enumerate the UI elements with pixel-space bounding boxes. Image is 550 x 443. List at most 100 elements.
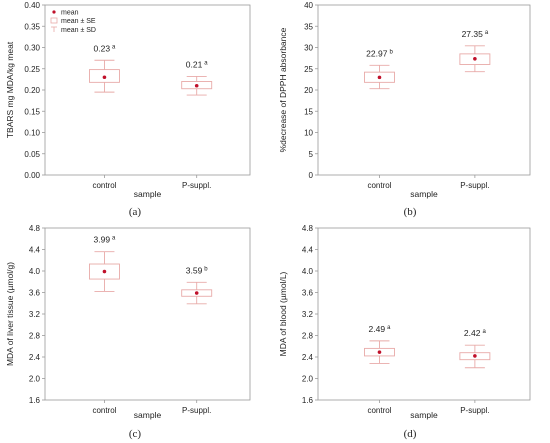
panel-label: (b) (404, 206, 417, 218)
x-tick-label: P-suppl. (182, 181, 211, 190)
x-tick-label: control (92, 406, 116, 415)
mean-value: 3.59 (186, 265, 203, 275)
x-tick-label: control (367, 181, 391, 190)
x-axis-label: sample (410, 410, 438, 420)
mean-value: 0.21 (186, 59, 203, 69)
y-tick-label: 3.2 (302, 310, 314, 319)
box-p-suppl: 0.21 a (181, 59, 213, 96)
mean-value-label: 2.42 a (464, 328, 487, 338)
mean-value-label: 27.35 a (462, 29, 489, 39)
mean-point (377, 75, 382, 80)
box-control: 22.97 b (364, 48, 395, 90)
y-tick-label: 2.8 (29, 332, 41, 341)
mean-point (377, 350, 382, 354)
y-tick-label: 4.0 (29, 267, 41, 276)
legend-se-label: mean ± SE (61, 18, 96, 25)
x-tick-label: P-suppl. (460, 181, 489, 190)
plot-frame (44, 227, 251, 401)
y-tick-label: 20 (304, 86, 313, 95)
significance-letter: a (482, 329, 486, 335)
y-axis-label: %decrease of DPPH absorbance (278, 27, 288, 152)
box-control: 3.99 a (88, 235, 120, 292)
y-tick-label: 1.6 (29, 396, 41, 405)
y-tick-label: 2.8 (302, 332, 314, 341)
mean-value: 22.97 (366, 48, 388, 58)
y-axis-label: MDA of blood (µmol/L) (278, 271, 288, 356)
y-tick-label: 0.10 (24, 129, 40, 138)
y-tick-label: 0.20 (24, 86, 40, 95)
significance-letter: b (204, 266, 208, 272)
y-tick-label: 40 (304, 1, 313, 10)
y-tick-label: 15 (304, 107, 313, 116)
y-tick-label: 3.6 (29, 289, 41, 298)
y-tick-label: 0.40 (24, 1, 40, 10)
mean-value-label: 0.23 a (94, 43, 117, 53)
legend-mean-marker (52, 10, 56, 14)
y-tick-label: 35 (304, 22, 313, 31)
significance-letter: a (485, 30, 489, 36)
mean-point (194, 291, 199, 295)
legend-sd-label: mean ± SD (61, 27, 96, 34)
mean-point (473, 354, 477, 358)
box-p-suppl: 2.42 a (459, 328, 491, 369)
y-tick-label: 0.25 (24, 65, 40, 74)
y-axis-label: TBARS mg MDA/kg meat (5, 41, 15, 138)
x-axis-label: sample (134, 189, 162, 199)
y-tick-label: 30 (304, 44, 313, 53)
mean-point (102, 75, 107, 80)
chart-panel-c: 1.6 2.0 2.4 2.8 3.2 3.6 4.0 4.4 4.8 MDA of liver … (5, 224, 251, 440)
y-tick-label: 10 (304, 129, 313, 138)
x-tick-label: control (367, 406, 391, 415)
y-axis-label: MDA of liver tissue (µmol/g) (5, 262, 15, 366)
chart-panel-b: 0 5 10 15 20 25 30 35 40 %decrease of DPPH absorb… (278, 1, 531, 218)
y-tick-label: 5 (309, 150, 314, 159)
y-tick-label: 0.05 (24, 150, 40, 159)
mean-value: 2.42 (464, 328, 481, 338)
x-tick-label: P-suppl. (182, 406, 211, 415)
y-tick-label: 3.2 (29, 310, 41, 319)
mean-point (102, 269, 107, 274)
y-tick-label: 1.6 (302, 396, 314, 405)
mean-point (194, 83, 199, 88)
panel-label: (d) (404, 428, 417, 440)
x-axis-label: sample (134, 410, 162, 420)
y-tick-label: 4.0 (302, 267, 314, 276)
mean-value-label: 2.49 a (369, 324, 392, 334)
y-tick-label: 4.4 (302, 246, 314, 255)
significance-letter: a (112, 44, 116, 50)
mean-point (473, 56, 477, 61)
y-tick-label: 2.0 (29, 375, 41, 384)
y-tick-label: 4.8 (302, 224, 314, 233)
significance-letter: a (387, 325, 391, 331)
box-p-suppl: 27.35 a (459, 29, 491, 73)
mean-value: 3.99 (94, 235, 111, 245)
y-tick-label: 0.15 (24, 107, 40, 116)
y-tick-label: 4.4 (29, 246, 41, 255)
significance-letter: a (112, 236, 116, 242)
mean-value-label: 22.97 b (366, 48, 393, 58)
box-control: 2.49 a (364, 324, 395, 364)
mean-value-label: 3.59 b (186, 265, 209, 275)
box-control: 0.23 a (88, 43, 120, 93)
y-tick-label: 0 (309, 171, 314, 180)
y-tick-label: 0.00 (24, 171, 40, 180)
x-axis-label: sample (410, 189, 438, 199)
legend-se-marker (50, 17, 58, 24)
x-tick-label: P-suppl. (460, 406, 489, 415)
y-tick-label: 2.4 (302, 353, 314, 362)
mean-value: 2.49 (369, 324, 386, 334)
box-p-suppl: 3.59 b (181, 265, 213, 305)
y-tick-label: 2.4 (29, 353, 41, 362)
y-tick-label: 0.35 (24, 22, 40, 31)
y-tick-label: 4.8 (29, 224, 41, 233)
plot-frame (317, 4, 531, 176)
significance-letter: a (204, 60, 208, 66)
legend-mean-label: mean (61, 10, 79, 17)
panel-label: (c) (129, 428, 142, 440)
y-tick-label: 3.6 (302, 289, 314, 298)
chart-panel-a: 0.00 0.05 0.10 0.15 0.20 0.25 0.30 0.35 0.40 TBAR… (5, 1, 251, 218)
plot-frame (317, 227, 531, 401)
significance-letter: b (389, 49, 393, 55)
